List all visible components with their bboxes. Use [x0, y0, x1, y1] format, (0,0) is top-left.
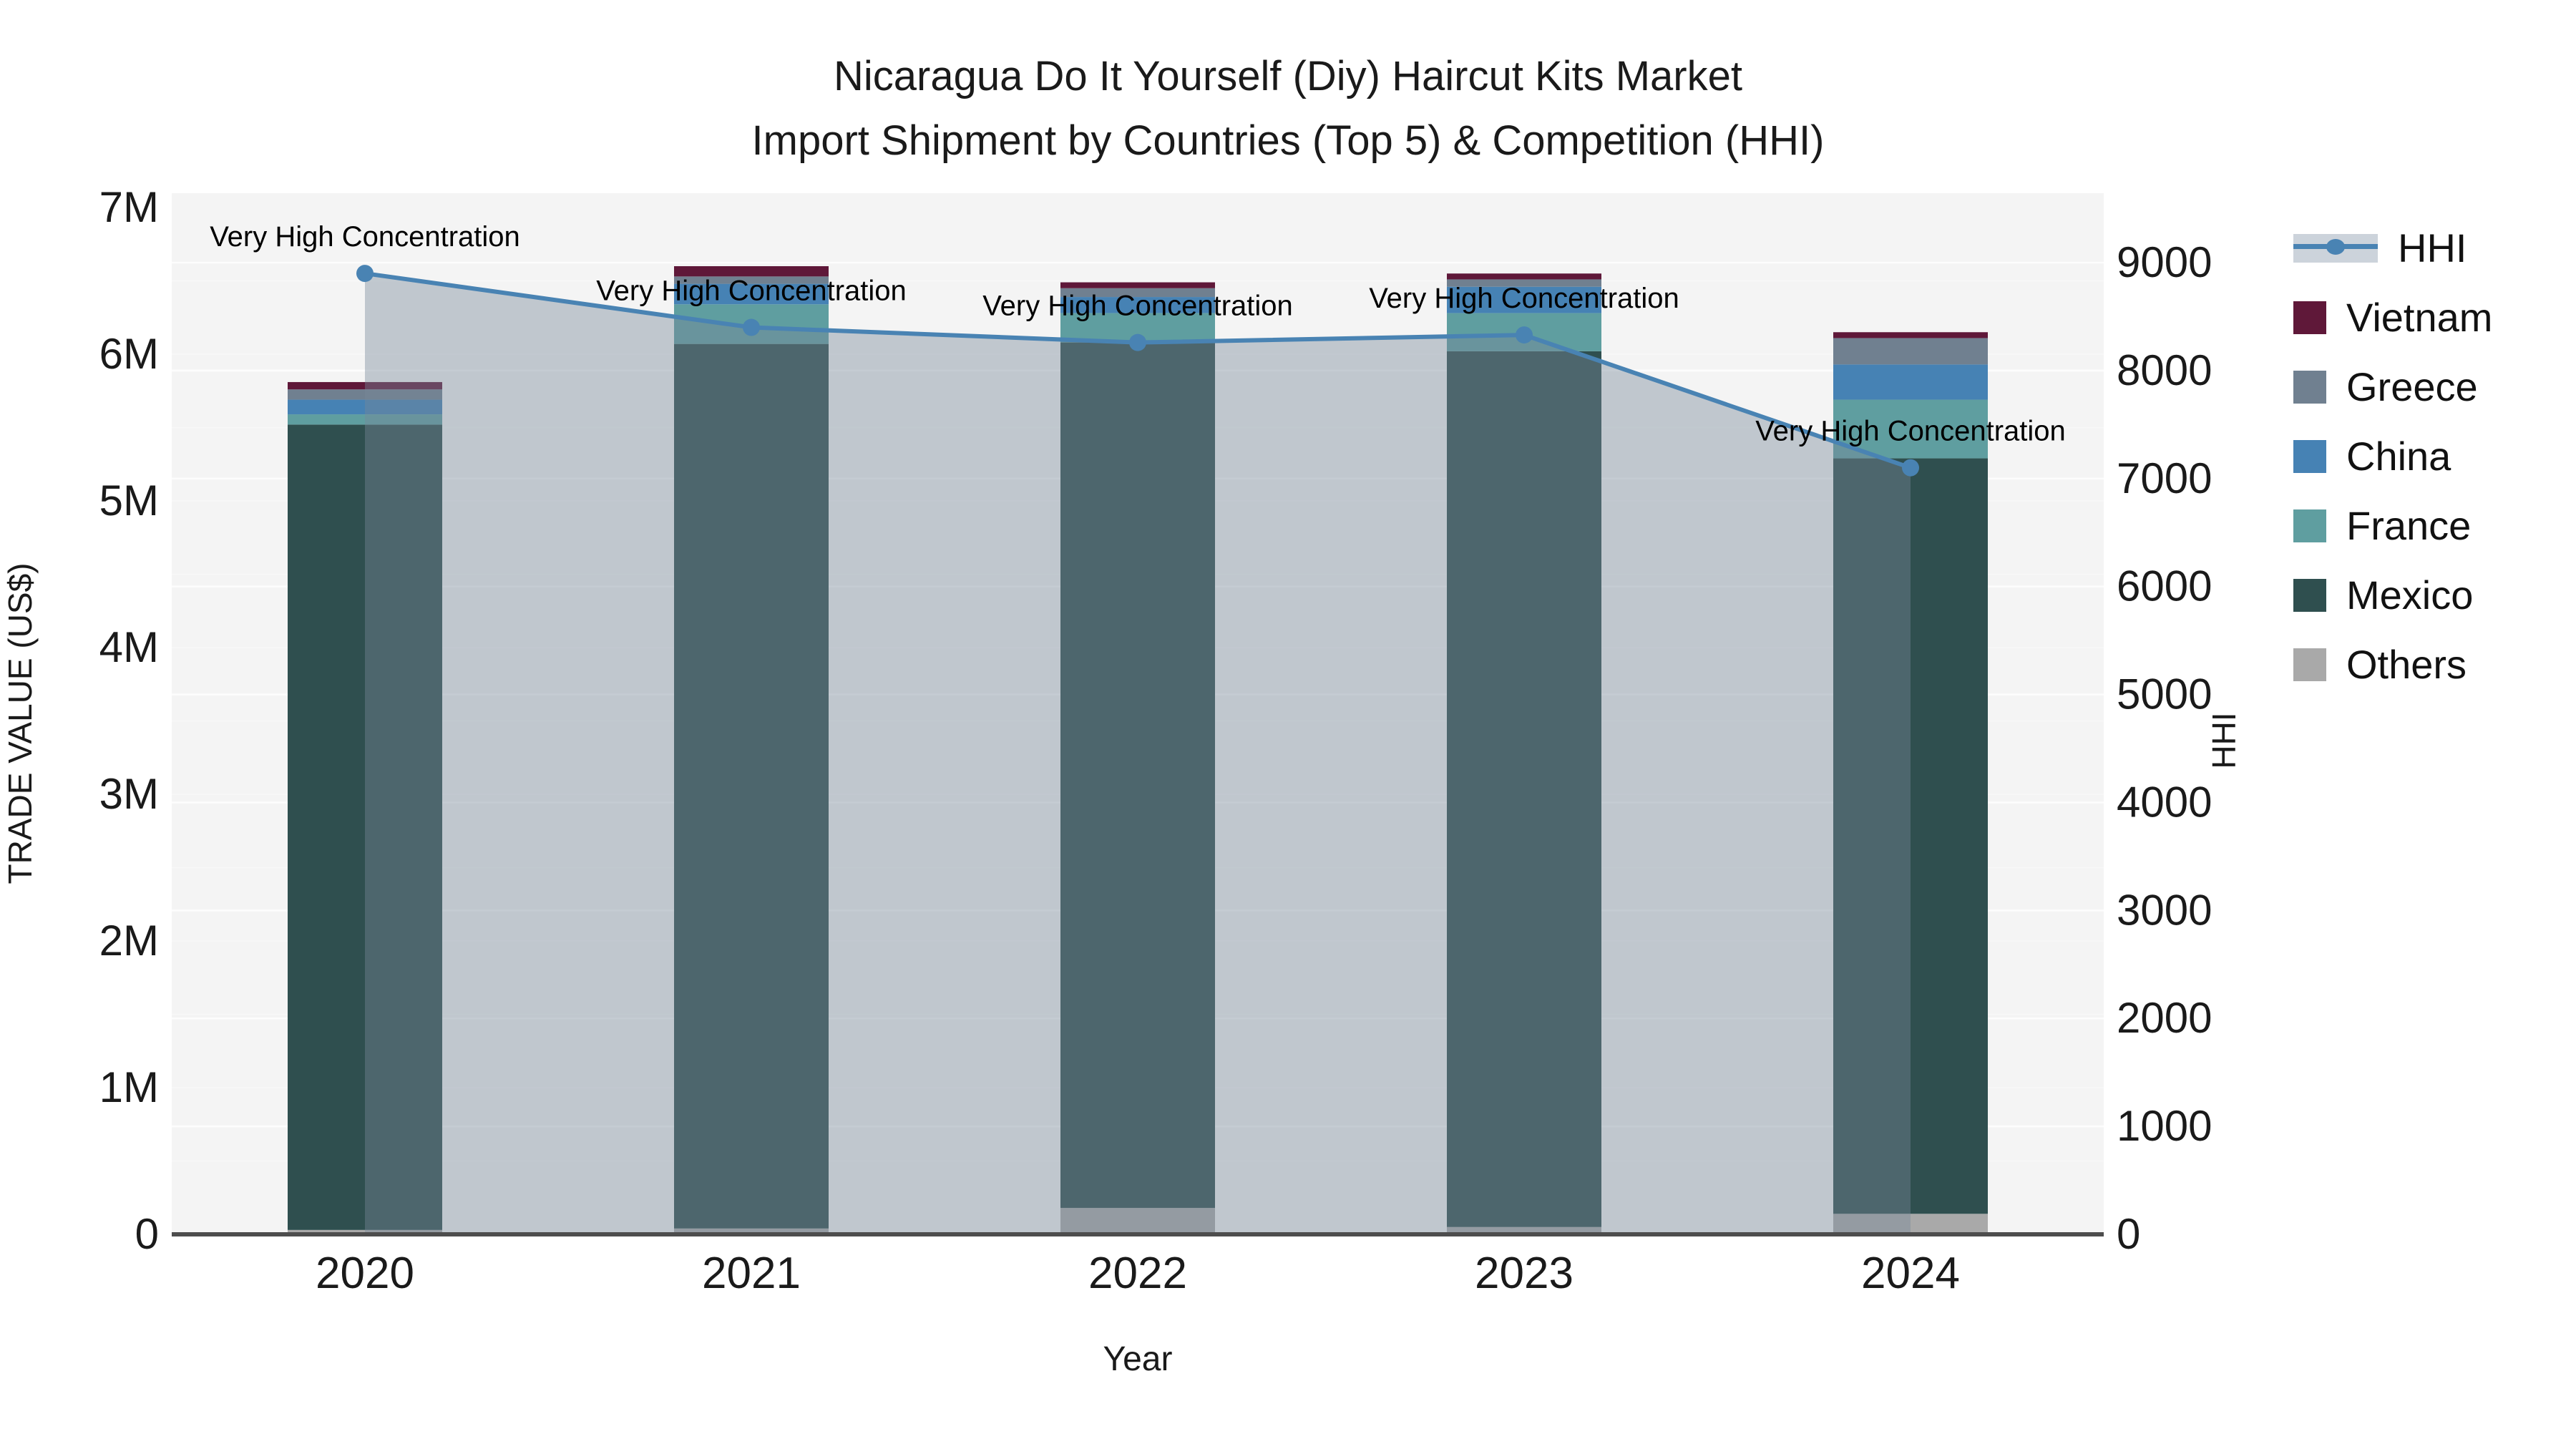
legend-item-mexico[interactable]: Mexico — [2293, 572, 2492, 618]
legend-item-vietnam[interactable]: Vietnam — [2293, 295, 2493, 340]
legend-hhi-line-marker — [2326, 238, 2345, 255]
bar-segment-china-2023[interactable] — [1447, 286, 1601, 313]
legend-swatch-mexico — [2293, 578, 2326, 612]
bar-segment-china-2024[interactable] — [1833, 364, 1988, 400]
bar-segment-vietnam-2022[interactable] — [1060, 282, 1215, 288]
left-tick-5M: 5M — [99, 477, 159, 525]
bar-segment-vietnam-2021[interactable] — [674, 266, 829, 277]
left-tick-0: 0 — [135, 1210, 159, 1258]
legend-item-greece[interactable]: Greece — [2293, 364, 2492, 409]
legend-item-france[interactable]: France — [2293, 503, 2492, 548]
legend-label-vietnam: Vietnam — [2346, 295, 2493, 340]
legend-hhi-line-icon — [2293, 233, 2378, 263]
annotation-2024: Very High Concentration — [1755, 416, 2066, 447]
legend-item-others[interactable]: Others — [2293, 642, 2492, 687]
y-axis-title-right: HHI — [2205, 712, 2243, 769]
legend-label-china: China — [2346, 434, 2451, 479]
bar-segment-greece-2023[interactable] — [1447, 279, 1601, 287]
legend-label-greece: Greece — [2346, 364, 2478, 409]
right-tick-2000: 2000 — [2117, 994, 2212, 1042]
bar-segment-greece-2020[interactable] — [288, 389, 442, 400]
legend-swatch-others — [2293, 648, 2326, 681]
bar-segment-greece-2022[interactable] — [1060, 288, 1215, 298]
right-tick-6000: 6000 — [2117, 562, 2212, 610]
legend-item-china[interactable]: China — [2293, 434, 2492, 479]
annotation-2021: Very High Concentration — [596, 275, 907, 307]
legend-item-hhi[interactable]: HHI — [2293, 225, 2492, 270]
right-tick-8000: 8000 — [2117, 346, 2212, 394]
bar-segment-mexico-2020[interactable] — [288, 424, 442, 1230]
annotation-2020: Very High Concentration — [210, 221, 520, 253]
legend-label-france: France — [2346, 503, 2472, 548]
y-axis-title-left: TRADE VALUE (US$) — [1, 562, 39, 884]
hhi-marker-2023[interactable] — [1516, 326, 1533, 344]
bar-segment-vietnam-2024[interactable] — [1833, 332, 1988, 338]
chart-title: Nicaragua Do It Yourself (Diy) Haircut K… — [0, 44, 2576, 173]
x-axis-title: Year — [1103, 1340, 1173, 1378]
legend-swatch-vietnam — [2293, 301, 2326, 334]
x-tick-2024: 2024 — [1861, 1249, 1960, 1298]
bar-segment-vietnam-2023[interactable] — [1447, 273, 1601, 280]
legend: HHI Vietnam Greece China France Mexico Others — [2293, 225, 2493, 687]
bar-segment-china-2020[interactable] — [288, 399, 442, 415]
right-tick-1000: 1000 — [2117, 1102, 2212, 1150]
bar-segment-mexico-2022[interactable] — [1060, 342, 1215, 1209]
chart-title-line1: Nicaragua Do It Yourself (Diy) Haircut K… — [834, 53, 1742, 99]
annotation-2022: Very High Concentration — [982, 291, 1293, 322]
bar-segment-mexico-2021[interactable] — [674, 343, 829, 1229]
right-tick-3000: 3000 — [2117, 886, 2212, 934]
x-tick-2022: 2022 — [1088, 1249, 1187, 1298]
left-tick-4M: 4M — [99, 623, 159, 671]
left-tick-7M: 7M — [99, 183, 159, 231]
annotation-2023: Very High Concentration — [1369, 283, 1679, 314]
right-tick-7000: 7000 — [2117, 454, 2212, 502]
bar-segment-greece-2024[interactable] — [1833, 338, 1988, 365]
chart-title-line2: Import Shipment by Countries (Top 5) & C… — [751, 117, 1825, 164]
legend-label-hhi: HHI — [2398, 225, 2467, 270]
hhi-marker-2020[interactable] — [356, 265, 374, 283]
x-axis-line — [172, 1232, 2104, 1236]
left-tick-1M: 1M — [99, 1063, 159, 1111]
bar-segment-greece-2021[interactable] — [674, 276, 829, 284]
bar-segment-france-2020[interactable] — [288, 414, 442, 425]
hhi-marker-2022[interactable] — [1129, 333, 1146, 351]
bar-segment-mexico-2024[interactable] — [1833, 458, 1988, 1214]
legend-swatch-china — [2293, 439, 2326, 473]
bar-segment-vietnam-2020[interactable] — [288, 381, 442, 390]
bar-segment-china-2021[interactable] — [674, 283, 829, 305]
hhi-area-fill — [365, 273, 1911, 1235]
bar-segment-others-2022[interactable] — [1060, 1208, 1215, 1234]
bar-segment-others-2020[interactable] — [288, 1229, 442, 1234]
right-tick-9000: 9000 — [2117, 238, 2212, 286]
right-tick-0: 0 — [2117, 1210, 2140, 1258]
bar-segment-others-2024[interactable] — [1833, 1214, 1988, 1234]
bar-segment-china-2022[interactable] — [1060, 297, 1215, 313]
hhi-marker-2024[interactable] — [1902, 459, 1919, 477]
legend-label-mexico: Mexico — [2346, 572, 2474, 618]
hhi-marker-2021[interactable] — [743, 318, 760, 336]
x-tick-2023: 2023 — [1475, 1249, 1574, 1298]
left-tick-6M: 6M — [99, 330, 159, 378]
legend-swatch-france — [2293, 509, 2326, 542]
right-tick-4000: 4000 — [2117, 778, 2212, 826]
left-tick-2M: 2M — [99, 917, 159, 965]
legend-swatch-greece — [2293, 370, 2326, 404]
right-tick-5000: 5000 — [2117, 670, 2212, 718]
bar-segment-others-2021[interactable] — [674, 1228, 829, 1234]
bar-segment-mexico-2023[interactable] — [1447, 351, 1601, 1227]
x-tick-2021: 2021 — [702, 1249, 801, 1298]
x-tick-2020: 2020 — [316, 1249, 414, 1298]
bar-segment-others-2023[interactable] — [1447, 1226, 1601, 1234]
legend-label-others: Others — [2346, 642, 2467, 687]
left-tick-3M: 3M — [99, 770, 159, 818]
